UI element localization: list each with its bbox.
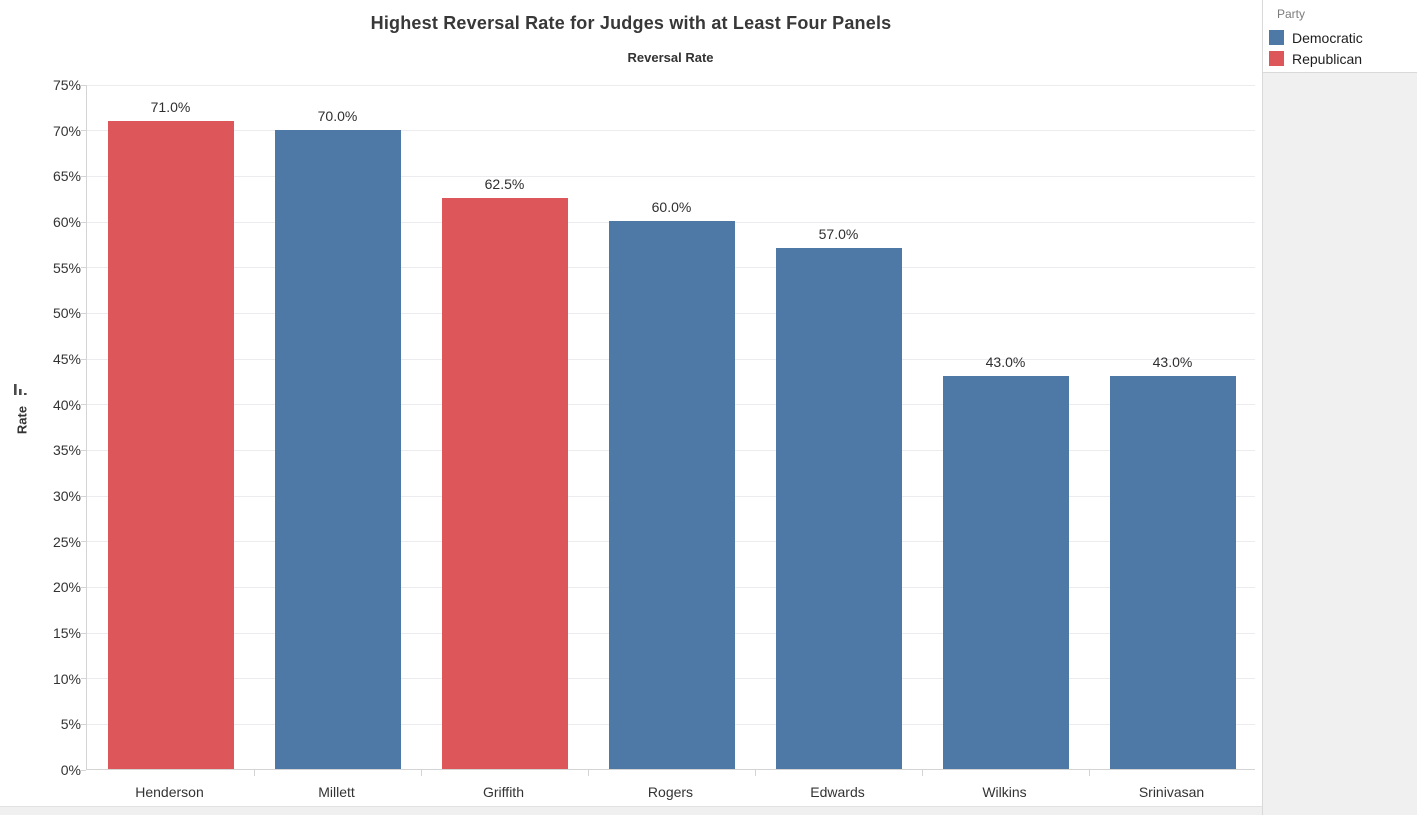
- legend-swatch-icon: [1269, 30, 1284, 45]
- x-axis-tick: [1089, 770, 1090, 776]
- legend-item-label: Republican: [1292, 50, 1363, 67]
- bar-value-label: 43.0%: [985, 354, 1026, 371]
- y-axis-tick: [81, 678, 86, 680]
- bar-edwards[interactable]: [775, 248, 902, 769]
- y-axis-tick: [81, 267, 86, 269]
- y-axis-tick-label: 10%: [52, 670, 81, 687]
- x-axis-tick: [755, 770, 756, 776]
- y-axis-tick-label: 25%: [52, 533, 81, 550]
- legend-items: Democratic Republican: [1263, 27, 1417, 69]
- y-axis-tick: [81, 358, 86, 360]
- y-axis-tick: [81, 586, 86, 588]
- y-axis-tick-label: 60%: [52, 214, 81, 230]
- y-axis-tick: [81, 632, 86, 634]
- y-axis-tick-label: 35%: [52, 442, 81, 459]
- x-label-edwards[interactable]: Edwards: [810, 784, 865, 800]
- bar-wilkins[interactable]: [942, 376, 1069, 769]
- y-axis-tick-label: 5%: [60, 716, 81, 733]
- sort-descending-icon[interactable]: [14, 382, 27, 400]
- gridline: [87, 84, 1255, 86]
- legend-title: Party: [1277, 7, 1306, 21]
- y-axis-tick-label: 30%: [52, 488, 81, 504]
- x-axis-tick: [588, 770, 589, 776]
- y-axis-tick: [81, 723, 86, 725]
- y-axis-tick: [81, 404, 86, 406]
- y-axis-tick: [81, 130, 86, 132]
- bar-henderson[interactable]: [107, 120, 234, 769]
- bar-value-label: 62.5%: [484, 176, 525, 193]
- y-axis-tick: [81, 312, 86, 314]
- x-axis-tick: [922, 770, 923, 776]
- y-axis-tick: [81, 449, 86, 451]
- y-axis-tick-label: 50%: [52, 305, 81, 322]
- gridline: [87, 130, 1255, 132]
- y-axis-tick-label: 55%: [52, 259, 81, 276]
- y-axis-tick: [81, 175, 86, 177]
- x-label-rogers[interactable]: Rogers: [647, 784, 694, 800]
- legend-item-republican[interactable]: Republican: [1263, 48, 1417, 69]
- y-axis-tick: [81, 769, 86, 771]
- y-axis-tick-label: 45%: [52, 351, 81, 367]
- x-label-henderson[interactable]: Henderson: [135, 784, 204, 800]
- bar-griffith[interactable]: [441, 198, 568, 769]
- x-label-millett[interactable]: Millett: [318, 784, 355, 800]
- y-axis-tick-labels: 0% 5% 10% 15% 20% 25% 30% 35% 40% 45% 50% 55% 60% 65%…: [0, 77, 81, 778]
- legend-item-label: Democratic: [1292, 29, 1363, 46]
- x-axis-category-labels: Henderson Millett Griffith Rogers Edwards Wil…: [86, 784, 1255, 804]
- bar-value-label: 57.0%: [818, 226, 859, 243]
- y-axis-tick: [81, 541, 86, 543]
- x-label-griffith[interactable]: Griffith: [483, 784, 524, 800]
- legend-item-democratic[interactable]: Democratic: [1263, 27, 1417, 48]
- axis-header-reversal-rate: Reversal Rate: [627, 50, 714, 65]
- x-axis-tick: [254, 770, 255, 776]
- y-axis-tick-label: 70%: [52, 122, 81, 139]
- bar-value-label: 71.0%: [150, 98, 191, 115]
- bar-value-label: 70.0%: [317, 107, 358, 124]
- y-axis-tick-label: 65%: [52, 168, 81, 185]
- bar-rogers[interactable]: [608, 221, 735, 769]
- y-axis-tick-label: 20%: [52, 579, 81, 596]
- x-axis-tick: [421, 770, 422, 776]
- y-axis-tick: [81, 84, 86, 86]
- legend-card: Party Democratic Republican: [1263, 0, 1417, 73]
- bar-value-label: 60.0%: [651, 199, 692, 215]
- y-axis-tick-label: 0%: [60, 762, 81, 778]
- bar-srinivasan[interactable]: [1109, 376, 1236, 769]
- bar-value-label: 43.0%: [1152, 354, 1193, 371]
- gridline: [87, 175, 1255, 177]
- y-axis-tick-label: 40%: [52, 396, 81, 413]
- y-axis-tick: [81, 495, 86, 497]
- y-axis-tick-label: 75%: [52, 77, 81, 93]
- x-label-srinivasan[interactable]: Srinivasan: [1138, 784, 1205, 800]
- chart-title: Highest Reversal Rate for Judges with at…: [370, 13, 892, 33]
- bar-millett[interactable]: [274, 129, 401, 769]
- legend-swatch-icon: [1269, 51, 1284, 66]
- chart-card: Highest Reversal Rate for Judges with at…: [0, 0, 1262, 807]
- y-axis-tick: [81, 221, 86, 223]
- y-axis-tick-label: 15%: [52, 625, 81, 641]
- plot-area: 71.0% 70.0% 62.5% 60.0% 57.0% 43.0% 43.0%: [81, 84, 1255, 776]
- legend-column: [1262, 0, 1417, 815]
- x-label-wilkins[interactable]: Wilkins: [982, 784, 1027, 800]
